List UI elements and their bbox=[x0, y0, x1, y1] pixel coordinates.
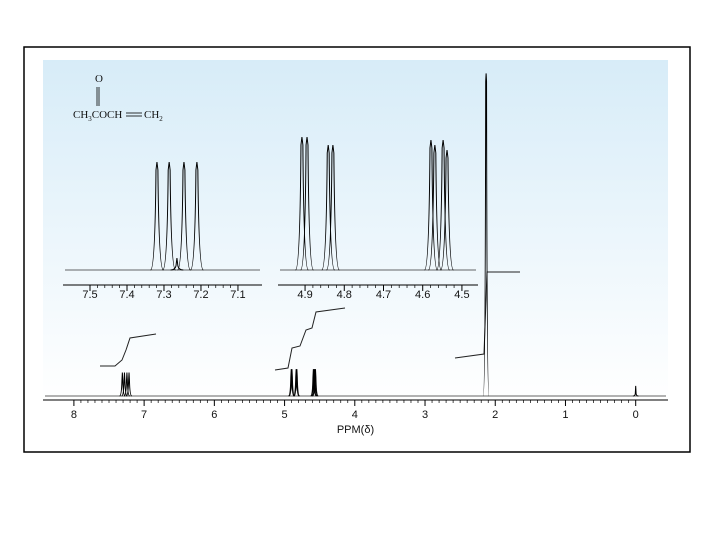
peak bbox=[440, 149, 454, 271]
structure: O CH3COCH CH2 bbox=[73, 73, 163, 123]
peak bbox=[150, 161, 164, 271]
x-tick-label: 4.7 bbox=[376, 289, 391, 301]
peak bbox=[288, 369, 295, 397]
x-tick-label: 2 bbox=[492, 409, 498, 421]
peak bbox=[121, 372, 128, 397]
peak bbox=[482, 73, 490, 397]
peak bbox=[170, 257, 184, 271]
integral bbox=[100, 333, 157, 367]
x-tick-label: 3 bbox=[422, 409, 428, 421]
formula: CH3COCH bbox=[73, 109, 122, 123]
x-tick-label: 7.3 bbox=[156, 289, 171, 301]
peak bbox=[123, 372, 130, 397]
peak bbox=[288, 369, 296, 397]
x-tick-label: 4.6 bbox=[415, 289, 430, 301]
x-tick-label: 4.8 bbox=[337, 289, 352, 301]
integrals bbox=[100, 271, 520, 371]
x-tick-label: 4.9 bbox=[297, 289, 312, 301]
peak bbox=[295, 136, 309, 271]
plot-area bbox=[43, 60, 668, 400]
x-tick-label: 7 bbox=[141, 409, 147, 421]
peak bbox=[293, 369, 300, 397]
x-tick-label: 5 bbox=[282, 409, 288, 421]
x-tick-label: 0 bbox=[633, 409, 639, 421]
integral bbox=[454, 271, 520, 359]
peak bbox=[177, 161, 191, 271]
peak bbox=[632, 385, 639, 397]
x-tick-label: 4.5 bbox=[454, 289, 469, 301]
x-tick-label: 7.4 bbox=[119, 289, 134, 301]
integral bbox=[274, 307, 346, 371]
x-tick-label: 7.2 bbox=[193, 289, 208, 301]
peak bbox=[300, 136, 314, 271]
x-tick-label: 6 bbox=[211, 409, 217, 421]
peak bbox=[293, 369, 300, 397]
peak bbox=[321, 144, 336, 271]
peak bbox=[424, 139, 438, 271]
peak bbox=[436, 139, 450, 271]
formula: CH2 bbox=[144, 109, 163, 123]
x-tick-label: 7.1 bbox=[230, 289, 245, 301]
peak bbox=[310, 369, 317, 397]
peak bbox=[427, 144, 442, 271]
x-tick-label: 4 bbox=[352, 409, 358, 421]
x-axis-label: PPM(δ) bbox=[337, 424, 374, 436]
peak bbox=[119, 372, 126, 397]
oxygen: O bbox=[95, 73, 103, 85]
x-tick-label: 7.5 bbox=[82, 289, 97, 301]
peak bbox=[190, 161, 204, 271]
peak bbox=[311, 369, 318, 397]
x-tick-label: 1 bbox=[562, 409, 568, 421]
peak bbox=[311, 369, 318, 397]
peak bbox=[125, 372, 133, 397]
x-tick-label: 8 bbox=[71, 409, 77, 421]
peak bbox=[326, 144, 340, 271]
peak bbox=[162, 161, 177, 271]
peak bbox=[312, 369, 319, 397]
